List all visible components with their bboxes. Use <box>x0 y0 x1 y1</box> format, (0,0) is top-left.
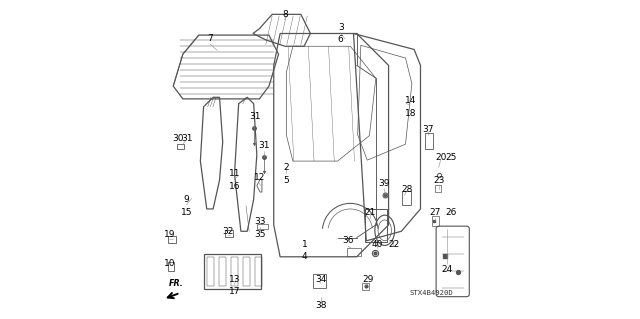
Bar <box>225 230 233 237</box>
Text: 12: 12 <box>253 173 265 182</box>
Text: 28: 28 <box>401 185 412 194</box>
Text: 9: 9 <box>184 195 189 204</box>
Bar <box>365 209 387 242</box>
Text: 25: 25 <box>445 153 457 162</box>
Bar <box>255 257 262 286</box>
Text: 13: 13 <box>228 275 240 284</box>
Text: 35: 35 <box>254 230 266 239</box>
Text: 29: 29 <box>363 275 374 284</box>
Bar <box>313 274 326 288</box>
Text: 10: 10 <box>164 259 175 268</box>
Text: 30: 30 <box>172 134 184 143</box>
Text: FR.: FR. <box>168 279 183 288</box>
Bar <box>168 236 176 243</box>
Text: 33: 33 <box>254 217 266 226</box>
Text: 1: 1 <box>302 240 308 249</box>
Text: 23: 23 <box>433 176 444 185</box>
Bar <box>243 257 250 286</box>
Bar <box>435 185 440 192</box>
Text: STX4B4920D: STX4B4920D <box>410 290 454 296</box>
Bar <box>177 144 184 149</box>
Text: 36: 36 <box>342 236 354 245</box>
Bar <box>219 257 226 286</box>
Text: 31: 31 <box>249 112 260 121</box>
Bar <box>347 248 360 256</box>
Text: 40: 40 <box>371 240 383 249</box>
Text: 31: 31 <box>181 134 193 143</box>
Text: 15: 15 <box>181 208 193 217</box>
Text: 14: 14 <box>405 96 417 105</box>
Text: 18: 18 <box>405 109 417 118</box>
Text: 17: 17 <box>228 287 240 296</box>
Text: 19: 19 <box>164 230 175 239</box>
Text: 4: 4 <box>302 252 307 261</box>
Text: 39: 39 <box>379 179 390 188</box>
Text: 8: 8 <box>282 10 288 19</box>
Text: 32: 32 <box>223 227 234 236</box>
Text: 21: 21 <box>365 208 376 217</box>
Text: 11: 11 <box>228 169 240 178</box>
Bar <box>257 224 268 229</box>
Text: 27: 27 <box>430 208 441 217</box>
Text: 34: 34 <box>315 275 326 284</box>
Bar <box>207 257 214 286</box>
Text: 24: 24 <box>442 265 452 274</box>
Text: 7: 7 <box>207 34 213 43</box>
Bar <box>362 283 369 290</box>
Text: 6: 6 <box>338 35 344 44</box>
Text: 22: 22 <box>388 240 399 249</box>
Text: 38: 38 <box>315 301 326 310</box>
Text: 16: 16 <box>228 182 240 191</box>
Text: 26: 26 <box>445 208 457 217</box>
Bar <box>424 133 433 149</box>
Text: 37: 37 <box>422 125 433 134</box>
Bar <box>432 216 439 226</box>
Bar <box>230 257 237 286</box>
Text: 5: 5 <box>284 176 289 185</box>
Text: 2: 2 <box>284 163 289 172</box>
Bar <box>403 191 411 205</box>
Bar <box>168 262 173 271</box>
Text: 20: 20 <box>435 153 446 162</box>
Text: 31: 31 <box>259 141 270 150</box>
Text: 3: 3 <box>338 23 344 32</box>
